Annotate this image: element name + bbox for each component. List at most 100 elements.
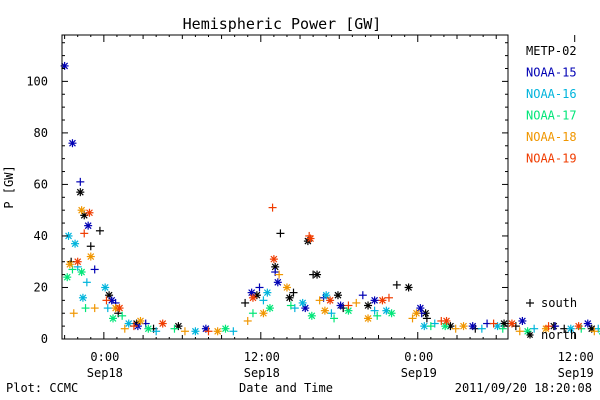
footer-timestamp: 2011/09/20 18:20:08 <box>455 381 592 395</box>
point-noaa-16-south <box>327 309 336 318</box>
point-noaa-18-north <box>136 316 145 325</box>
series-noaa-15 <box>60 61 592 333</box>
point-noaa-15-north <box>518 316 527 325</box>
point-metp-02-north <box>285 293 294 302</box>
point-noaa-15-north <box>583 319 592 328</box>
legend-marker-south-symbol <box>526 299 534 307</box>
point-noaa-18-south <box>243 316 252 325</box>
point-noaa-19-north <box>306 234 315 243</box>
point-noaa-18-north <box>259 309 268 318</box>
point-noaa-15-north <box>68 139 77 148</box>
legend-marker-north: north <box>541 328 577 342</box>
legend-marker-north-symbol <box>526 331 534 339</box>
point-noaa-17-south <box>330 314 339 323</box>
point-noaa-19-north <box>326 296 335 305</box>
legend: METP-02 NOAA-15 NOAA-16 NOAA-17 NOAA-18 NOAA-… <box>526 44 577 342</box>
point-noaa-17-north <box>221 324 230 333</box>
point-noaa-19-south <box>384 293 393 302</box>
point-noaa-19-north <box>378 296 387 305</box>
point-noaa-16-south <box>229 327 238 336</box>
point-noaa-19-north <box>442 316 451 325</box>
point-noaa-15-south <box>76 177 85 186</box>
legend-entry-noaa-18: NOAA-18 <box>526 130 577 144</box>
series-noaa-18 <box>65 206 599 336</box>
point-noaa-17-north <box>441 322 450 331</box>
point-noaa-17-south <box>81 304 90 313</box>
point-noaa-19-south <box>80 229 89 238</box>
point-noaa-18-south <box>515 327 524 336</box>
point-metp-02-south <box>289 288 298 297</box>
point-noaa-15-north <box>84 221 93 230</box>
point-noaa-15-north <box>468 322 477 331</box>
point-metp-02-south <box>422 314 431 323</box>
point-noaa-18-north <box>65 260 74 269</box>
point-noaa-19-south <box>268 203 277 212</box>
point-noaa-16-north <box>298 298 307 307</box>
y-tick-label: 20 <box>34 280 48 294</box>
point-noaa-18-north <box>213 327 222 336</box>
point-noaa-19-south <box>102 296 111 305</box>
point-noaa-19-north <box>269 255 278 264</box>
x-tick-label-time: 12:00 <box>244 350 280 364</box>
point-noaa-16-north <box>566 324 575 333</box>
point-noaa-18-south <box>275 270 284 279</box>
legend-marker-south: south <box>541 296 577 310</box>
point-noaa-16-north <box>191 327 200 336</box>
footer-plot-credit: Plot: CCMC <box>6 381 78 395</box>
point-metp-02-north <box>404 283 413 292</box>
point-noaa-15-north <box>273 278 282 287</box>
point-noaa-19-north <box>248 293 257 302</box>
point-noaa-18-south <box>352 298 361 307</box>
point-noaa-17-north <box>387 309 396 318</box>
point-noaa-16-south <box>152 327 161 336</box>
point-noaa-19-south <box>204 327 213 336</box>
point-noaa-19-north <box>73 257 82 266</box>
x-tick-label-time: 0:00 <box>404 350 433 364</box>
point-metp-02-south <box>86 242 95 251</box>
y-tick-labels: 0 20 40 60 80 100 <box>26 74 48 346</box>
point-noaa-18-south <box>120 324 129 333</box>
axes: 0 20 40 60 80 100 0:00 Sep18 12:00 Sep18 0:00 Sep19… <box>26 35 594 380</box>
point-noaa-19-south <box>489 319 498 328</box>
x-tick-label-date: Sep18 <box>244 366 280 380</box>
point-noaa-18-south <box>451 324 460 333</box>
x-tick-label-date: Sep18 <box>87 366 123 380</box>
legend-entry-noaa-15: NOAA-15 <box>526 66 577 80</box>
point-noaa-15-south <box>255 283 264 292</box>
chart-title: Hemispheric Power [GW] <box>183 15 382 33</box>
point-noaa-17-north <box>77 268 86 277</box>
point-noaa-17-south <box>118 311 127 320</box>
point-noaa-15-north <box>301 304 310 313</box>
point-noaa-15-north <box>416 304 425 313</box>
point-noaa-18-south <box>180 327 189 336</box>
point-noaa-18-north <box>364 314 373 323</box>
point-noaa-17-north <box>307 311 316 320</box>
point-metp-02-north <box>271 262 280 271</box>
point-noaa-17-north <box>63 273 72 282</box>
x-tick-label-time: 0:00 <box>90 350 119 364</box>
point-noaa-15-north <box>336 301 345 310</box>
point-noaa-18-north <box>86 252 95 261</box>
point-noaa-17-south <box>373 311 382 320</box>
point-noaa-18-north <box>459 322 468 331</box>
series-noaa-16 <box>64 231 600 336</box>
y-tick-label: 0 <box>41 332 48 346</box>
y-tick-label: 60 <box>34 177 48 191</box>
point-noaa-17-north <box>144 324 153 333</box>
point-noaa-15-south <box>90 265 99 274</box>
y-tick-label: 40 <box>34 229 48 243</box>
point-noaa-17-south <box>286 301 295 310</box>
point-noaa-16-south <box>103 304 112 313</box>
point-noaa-15-north <box>247 288 256 297</box>
point-metp-02-south <box>276 229 285 238</box>
point-noaa-18-south <box>315 296 324 305</box>
point-noaa-16-north <box>263 288 272 297</box>
point-noaa-16-north <box>71 239 80 248</box>
point-metp-02-north <box>500 319 509 328</box>
legend-entry-metp-02: METP-02 <box>526 44 577 58</box>
point-noaa-18-north <box>282 283 291 292</box>
point-noaa-19-south <box>129 322 138 331</box>
point-noaa-17-north <box>265 304 274 313</box>
series-noaa-19 <box>73 203 583 336</box>
